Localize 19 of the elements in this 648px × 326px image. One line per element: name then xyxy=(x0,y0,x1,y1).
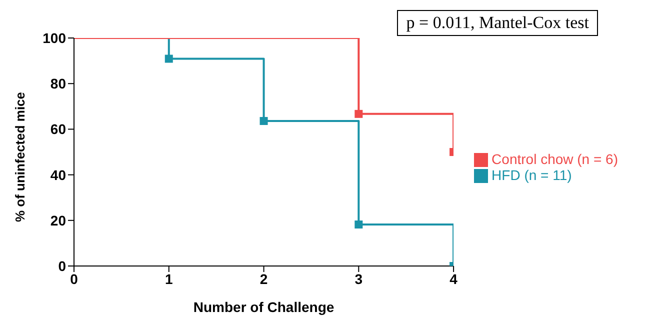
y-tick-label: 100 xyxy=(42,30,66,46)
x-axis-title: Number of Challenge xyxy=(193,299,334,315)
y-tick-label: 80 xyxy=(50,76,66,92)
legend-label: HFD (n = 11) xyxy=(492,167,572,183)
point xyxy=(164,54,173,63)
x-tick-label: 4 xyxy=(450,270,458,287)
y-tick-label: 0 xyxy=(58,258,66,274)
x-tick-label: 1 xyxy=(164,270,173,287)
y-tick-label: 40 xyxy=(50,166,66,183)
x-tick-label: 0 xyxy=(70,270,78,287)
legend-label: Control chow (n = 6) xyxy=(492,150,618,167)
x-tick-label: 3 xyxy=(354,270,363,287)
y-tick-label: 60 xyxy=(50,121,66,138)
y-tick-label: 20 xyxy=(50,212,66,228)
point xyxy=(260,116,268,125)
point xyxy=(354,220,363,229)
x-tick-label: 2 xyxy=(260,270,268,287)
y-axis-title: % of uninfected mice xyxy=(12,92,28,222)
text: p = 0.011, Mantel-Cox test xyxy=(397,10,598,36)
